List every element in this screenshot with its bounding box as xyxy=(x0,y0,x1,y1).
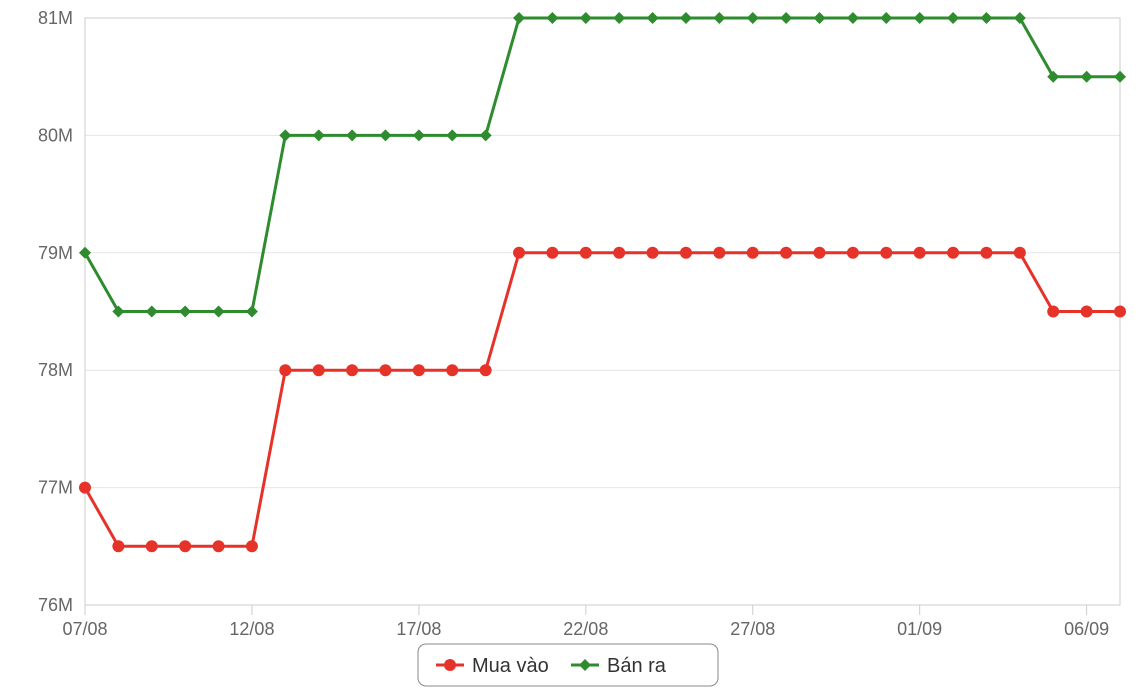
data-point-circle xyxy=(444,659,456,671)
data-point-circle xyxy=(546,247,558,259)
data-point-circle xyxy=(680,247,692,259)
x-axis-tick-label: 22/08 xyxy=(563,619,608,639)
data-point-circle xyxy=(1014,247,1026,259)
data-point-circle xyxy=(1047,306,1059,318)
x-axis-tick-label: 27/08 xyxy=(730,619,775,639)
data-point-circle xyxy=(980,247,992,259)
price-step-line-chart: 76M 77M 78M 79M 80M 81M 07/08 12/08 17/08 22/08 27… xyxy=(0,0,1136,692)
data-point-circle xyxy=(213,540,225,552)
legend-item-label: Mua vào xyxy=(472,655,549,677)
data-point-circle xyxy=(647,247,659,259)
x-axis-tick-label: 06/09 xyxy=(1064,619,1109,639)
data-point-circle xyxy=(780,247,792,259)
y-axis-tick-label: 81M xyxy=(38,8,73,28)
chart-legend: Mua vào Bán ra xyxy=(418,644,718,686)
data-point-circle xyxy=(713,247,725,259)
data-point-circle xyxy=(446,364,458,376)
x-axis-tick-label: 12/08 xyxy=(229,619,274,639)
data-point-circle xyxy=(513,247,525,259)
x-axis-tick-label: 17/08 xyxy=(396,619,441,639)
y-axis-tick-label: 78M xyxy=(38,360,73,380)
data-point-circle xyxy=(179,540,191,552)
data-point-circle xyxy=(279,364,291,376)
y-axis-tick-label: 76M xyxy=(38,595,73,615)
data-point-circle xyxy=(313,364,325,376)
legend-item-label: Bán ra xyxy=(607,655,667,677)
data-point-circle xyxy=(480,364,492,376)
y-axis-tick-label: 79M xyxy=(38,243,73,263)
data-point-circle xyxy=(914,247,926,259)
data-point-circle xyxy=(346,364,358,376)
data-point-circle xyxy=(112,540,124,552)
data-point-circle xyxy=(580,247,592,259)
data-point-circle xyxy=(847,247,859,259)
y-axis-tick-label: 77M xyxy=(38,478,73,498)
data-point-circle xyxy=(1114,306,1126,318)
data-point-circle xyxy=(814,247,826,259)
data-point-circle xyxy=(379,364,391,376)
data-point-circle xyxy=(1081,306,1093,318)
y-axis-tick-label: 80M xyxy=(38,125,73,145)
x-axis-tick-label: 01/09 xyxy=(897,619,942,639)
data-point-circle xyxy=(413,364,425,376)
data-point-circle xyxy=(613,247,625,259)
data-point-circle xyxy=(79,482,91,494)
data-point-circle xyxy=(947,247,959,259)
chart-background xyxy=(0,0,1136,692)
data-point-circle xyxy=(146,540,158,552)
data-point-circle xyxy=(747,247,759,259)
data-point-circle xyxy=(246,540,258,552)
x-axis-tick-label: 07/08 xyxy=(62,619,107,639)
data-point-circle xyxy=(880,247,892,259)
